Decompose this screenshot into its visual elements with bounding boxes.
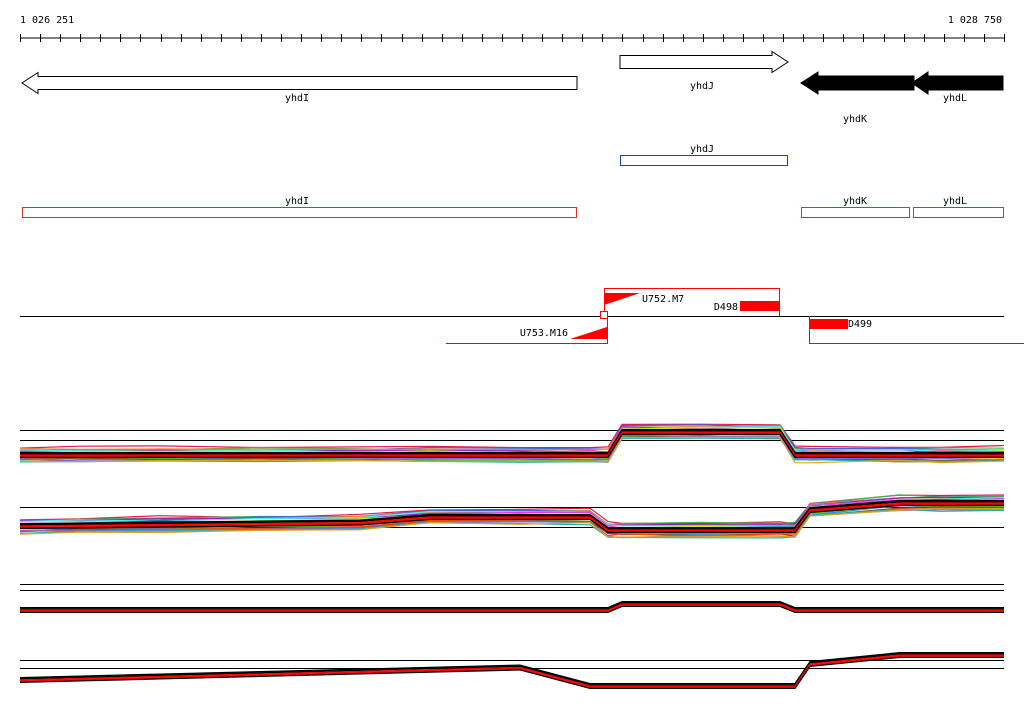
gene-yhdI[interactable]: yhdI [21, 71, 578, 105]
gene-label-yhdJ: yhdJ [690, 81, 714, 92]
red-annotation-label-yhdK: yhdK [843, 196, 867, 207]
expression-tracks [19, 423, 1005, 690]
feature-block-D499[interactable] [810, 319, 848, 329]
ruler-ticks [20, 34, 1005, 42]
expression-track-1 [19, 423, 1005, 464]
expression-series-line [19, 501, 1004, 530]
expression-series-line [19, 499, 1004, 529]
blue-annotation-yhdJ[interactable] [620, 155, 788, 166]
ruler-end-label: 1 028 750 [948, 15, 1002, 26]
gene-yhdJ[interactable]: yhdJ [619, 50, 789, 93]
gene-arrow-yhdJ[interactable] [619, 50, 789, 74]
expression-series-line [19, 653, 1004, 686]
gene-label-yhdK: yhdK [843, 114, 867, 125]
feature-label-U753: U753.M16 [520, 328, 568, 339]
gene-label-yhdL: yhdL [943, 93, 967, 104]
ruler-start-label: 1 026 251 [20, 15, 74, 26]
gene-arrow-yhdK[interactable] [800, 71, 915, 95]
feature-triangle-U752[interactable] [604, 293, 640, 305]
expression-series-line [19, 423, 1005, 449]
feature-block-D498[interactable] [740, 301, 779, 311]
feature-label-U752: U752.M7 [642, 294, 684, 305]
red-annotation-track: yhdI yhdK yhdL [22, 196, 1004, 218]
expression-series-line [20, 603, 1004, 611]
expression-series-line [20, 433, 1004, 459]
feature-label-D499: D499 [848, 319, 872, 330]
red-annotation-yhdK[interactable] [801, 207, 910, 218]
expression-series-line [19, 655, 1004, 688]
red-annotation-yhdL[interactable] [913, 207, 1004, 218]
expression-track-2 [19, 494, 1005, 539]
gene-yhdK[interactable]: yhdK [800, 71, 915, 125]
blue-annotation-track: yhdJ [620, 144, 788, 166]
gene-yhdL[interactable]: yhdL [911, 71, 1004, 104]
coordinate-ruler: 1 026 251 1 028 750 [20, 15, 1005, 42]
expression-series-line [20, 604, 1004, 612]
blue-annotation-label-yhdJ: yhdJ [690, 144, 714, 155]
feature-track: U752.M7 U753.M16 D498 D499 [20, 288, 1024, 344]
expression-series-line [20, 605, 1004, 614]
feature-triangle-U753[interactable] [570, 327, 607, 339]
expression-series-line [19, 654, 1004, 687]
expression-series-line [19, 436, 1005, 464]
expression-series-line [20, 602, 1004, 610]
red-annotation-label-yhdI: yhdI [285, 196, 309, 207]
expression-series-line [20, 600, 1004, 609]
expression-track-3 [20, 584, 1004, 614]
red-annotation-yhdI[interactable] [22, 207, 577, 218]
expression-series-line [19, 651, 1004, 685]
gene-arrow-yhdL[interactable] [911, 71, 1004, 95]
feature-marker-box [600, 311, 608, 319]
expression-series-line [19, 503, 1004, 532]
expression-track-4 [19, 651, 1004, 690]
gene-label-yhdI: yhdI [285, 93, 309, 104]
expression-series-line [19, 656, 1004, 690]
red-annotation-label-yhdL: yhdL [943, 196, 967, 207]
gene-arrow-yhdI[interactable] [21, 71, 578, 95]
expression-series-line [19, 504, 1004, 534]
gene-track: yhdI yhdJ yhdK yhdL [21, 50, 1004, 125]
expression-series-line [19, 502, 1004, 531]
expression-series-line [19, 508, 1005, 538]
feature-label-D498: D498 [714, 302, 738, 313]
